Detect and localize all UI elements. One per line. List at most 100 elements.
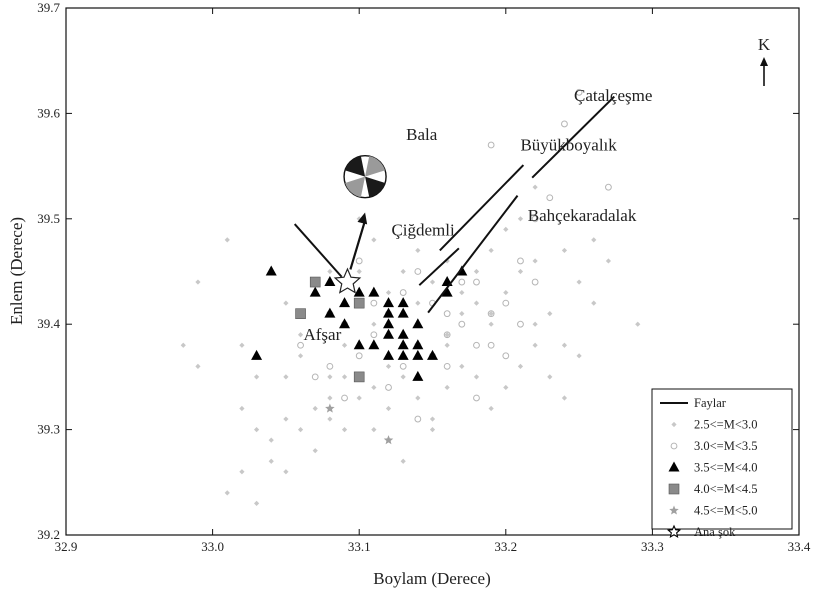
point-circle: [473, 394, 480, 402]
place-label: Çiğdemli: [391, 221, 455, 240]
y-tick-label: 39.3: [37, 422, 60, 437]
point-triangle: [412, 318, 424, 329]
point-small-diamond: [312, 448, 318, 454]
point-triangle: [353, 339, 365, 350]
point-circle: [311, 373, 319, 381]
point-circle: [458, 278, 466, 286]
point-small-diamond: [356, 268, 362, 275]
point-small-diamond: [297, 332, 304, 338]
point-small-diamond: [297, 353, 304, 359]
y-axis: 39.2 39.3 39.4 39.5 39.6 39.7: [37, 0, 799, 542]
point-triangle: [368, 339, 380, 350]
place-label: Çatalçeşme: [574, 86, 652, 105]
point-small-diamond: [591, 237, 597, 243]
point-small-diamond: [459, 363, 465, 369]
point-small-diamond: [532, 342, 538, 348]
point-small-diamond: [517, 363, 524, 369]
point-circle: [473, 341, 480, 349]
point-triangle: [412, 339, 424, 350]
focal-mechanism-quadrant: [365, 176, 386, 198]
y-axis-label: Enlem (Derece): [7, 217, 26, 325]
point-circle: [531, 278, 539, 286]
point-small-diamond: [635, 321, 641, 327]
map-annotations: [333, 154, 387, 294]
x-axis: 32.9 33.0 33.1 33.2 33.3 33.4: [55, 8, 811, 554]
point-small-diamond: [327, 395, 333, 401]
point-circle: [443, 310, 451, 318]
point-small-diamond: [371, 384, 377, 391]
point-small-diamond: [503, 384, 509, 391]
point-small-diamond: [547, 374, 553, 380]
point-small-diamond: [532, 184, 538, 190]
point-small-diamond: [488, 405, 494, 412]
point-circle: [546, 194, 554, 202]
point-small-diamond: [503, 289, 509, 296]
point-small-diamond: [561, 342, 568, 348]
point-small-diamond: [415, 395, 421, 401]
fault-lines: [293, 95, 615, 314]
point-small-diamond: [283, 469, 289, 475]
point-small-diamond: [341, 342, 348, 348]
place-label: Afşar: [303, 325, 341, 344]
point-small-diamond: [444, 384, 450, 391]
point-small-diamond: [327, 374, 333, 380]
legend-label: 4.5<=M<5.0: [694, 504, 758, 518]
point-small-diamond: [253, 427, 260, 433]
point-triangle: [383, 307, 395, 318]
y-tick-label: 39.2: [37, 527, 60, 542]
x-tick-label: 33.3: [641, 539, 664, 554]
place-labels: Çatalçeşme Bala Büyükboyalık Bahçekaradalak…: [303, 86, 652, 344]
point-small-diamond: [488, 321, 494, 327]
legend-marker: [668, 461, 680, 472]
legend-marker: [671, 421, 677, 428]
point-small-diamond: [312, 405, 318, 412]
point-circle: [443, 362, 451, 370]
point-small-diamond: [429, 416, 436, 422]
point-small-diamond: [488, 247, 494, 254]
point-circle: [355, 257, 363, 265]
point-small-diamond: [459, 289, 465, 296]
point-small-diamond: [239, 469, 245, 475]
point-small-diamond: [371, 237, 377, 243]
point-triangle: [412, 349, 424, 360]
place-label: Bahçekaradalak: [528, 206, 637, 225]
point-small-diamond: [195, 279, 201, 285]
legend: Faylar 2.5<=M<3.0 3.0<=M<3.5 3.5<=M<4.0 4.0<…: [651, 388, 793, 539]
fault-line: [427, 195, 519, 314]
x-tick-label: 33.1: [348, 539, 371, 554]
point-small-diamond: [400, 268, 406, 275]
point-small-diamond: [415, 247, 421, 254]
point-small-diamond: [341, 374, 348, 380]
point-small-diamond: [429, 279, 436, 285]
fault-line: [531, 95, 615, 179]
legend-box: [651, 388, 793, 530]
point-small-diamond: [385, 363, 392, 369]
point-triangle: [324, 276, 336, 287]
point-small-diamond: [371, 321, 377, 327]
x-tick-label: 32.9: [55, 539, 78, 554]
focal-mechanism-icon: [343, 154, 387, 199]
point-small-diamond: [561, 395, 568, 401]
point-small-diamond: [547, 311, 553, 317]
point-small-diamond: [268, 437, 274, 443]
point-circle: [443, 331, 451, 339]
point-circle: [399, 362, 407, 370]
point-small-diamond: [283, 416, 289, 422]
point-triangle: [309, 286, 321, 297]
slip-arrow-head: [357, 212, 368, 225]
point-small-diamond: [327, 268, 333, 275]
point-circle: [487, 341, 495, 349]
x-axis-label: Boylam (Derece): [373, 569, 491, 588]
focal-mechanism-quadrant: [345, 156, 366, 177]
point-triangle: [397, 328, 409, 339]
place-label: Büyükboyalık: [520, 135, 617, 154]
point-small-diamond: [503, 226, 509, 232]
legend-marker: [669, 505, 679, 515]
point-small-diamond: [444, 342, 450, 348]
point-circle: [487, 141, 495, 149]
point-triangle: [383, 328, 395, 339]
legend-label: 3.5<=M<4.0: [694, 461, 758, 475]
focal-mechanism-quadrant-light: [345, 176, 366, 198]
point-triangle: [397, 339, 409, 350]
